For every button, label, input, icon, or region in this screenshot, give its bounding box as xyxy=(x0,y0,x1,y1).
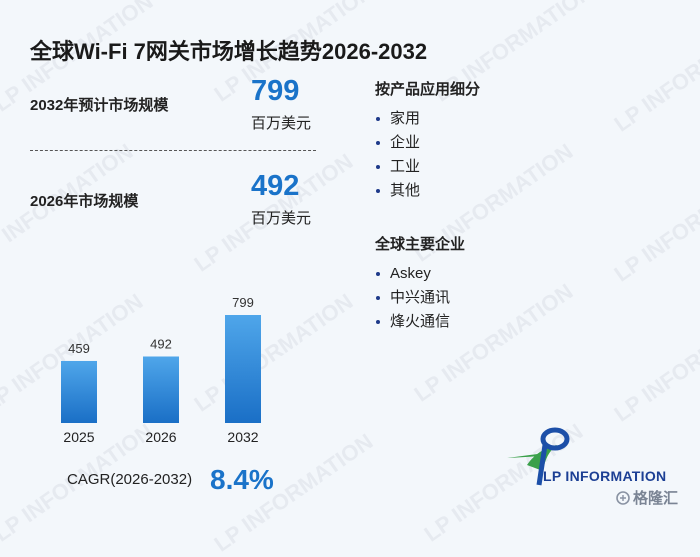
cagr-value: 8.4% xyxy=(210,464,274,495)
bar-2032 xyxy=(225,315,261,423)
list-item: 家用 xyxy=(375,107,420,131)
list-item: 中兴通讯 xyxy=(375,286,450,310)
logo-text: LP INFORMATION xyxy=(543,468,667,484)
lp-information-logo-icon xyxy=(507,427,570,486)
x-tick-label-2025: 2025 xyxy=(63,429,94,445)
watermark-text: LP INFORMATION xyxy=(609,8,700,137)
companies-title: 全球主要企业 xyxy=(375,236,466,253)
bar-2025 xyxy=(61,360,97,423)
list-item: Askey xyxy=(375,262,450,286)
metric-2032-value: 799 xyxy=(251,75,300,107)
watermark-text: LP INFORMATION xyxy=(609,158,700,287)
corner-brand-text: 格隆汇 xyxy=(633,490,679,507)
cagr-label: CAGR(2026-2032) xyxy=(67,471,193,488)
list-item: 其他 xyxy=(375,179,420,203)
metric-2032-label: 2032年预计市场规模 xyxy=(30,97,169,114)
data-label-2025: 459 xyxy=(68,341,90,356)
list-item: 企业 xyxy=(375,131,420,155)
list-item: 烽火通信 xyxy=(375,310,450,334)
watermark-text: LP INFORMATION xyxy=(609,298,700,427)
bar-chart: 459 2025 492 2026 799 2032 xyxy=(61,295,261,445)
metric-2026-unit: 百万美元 xyxy=(251,210,312,227)
x-tick-label-2026: 2026 xyxy=(145,429,176,445)
data-label-2032: 799 xyxy=(232,295,254,310)
x-tick-label-2032: 2032 xyxy=(227,429,258,445)
metric-2026-value: 492 xyxy=(251,170,300,202)
segments-list: 家用 企业 工业 其他 xyxy=(375,107,420,203)
metric-2032-unit: 百万美元 xyxy=(251,115,312,132)
bar-2026 xyxy=(143,356,179,423)
segments-title: 按产品应用细分 xyxy=(375,81,481,98)
divider xyxy=(30,150,316,151)
companies-list: Askey 中兴通讯 烽火通信 xyxy=(375,262,450,334)
list-item: 工业 xyxy=(375,155,420,179)
gelonghui-logo-icon xyxy=(616,491,630,505)
page-title: 全球Wi-Fi 7网关市场增长趋势2026-2032 xyxy=(30,39,428,64)
metric-2026-label: 2026年市场规模 xyxy=(30,193,139,210)
data-label-2026: 492 xyxy=(150,336,172,351)
